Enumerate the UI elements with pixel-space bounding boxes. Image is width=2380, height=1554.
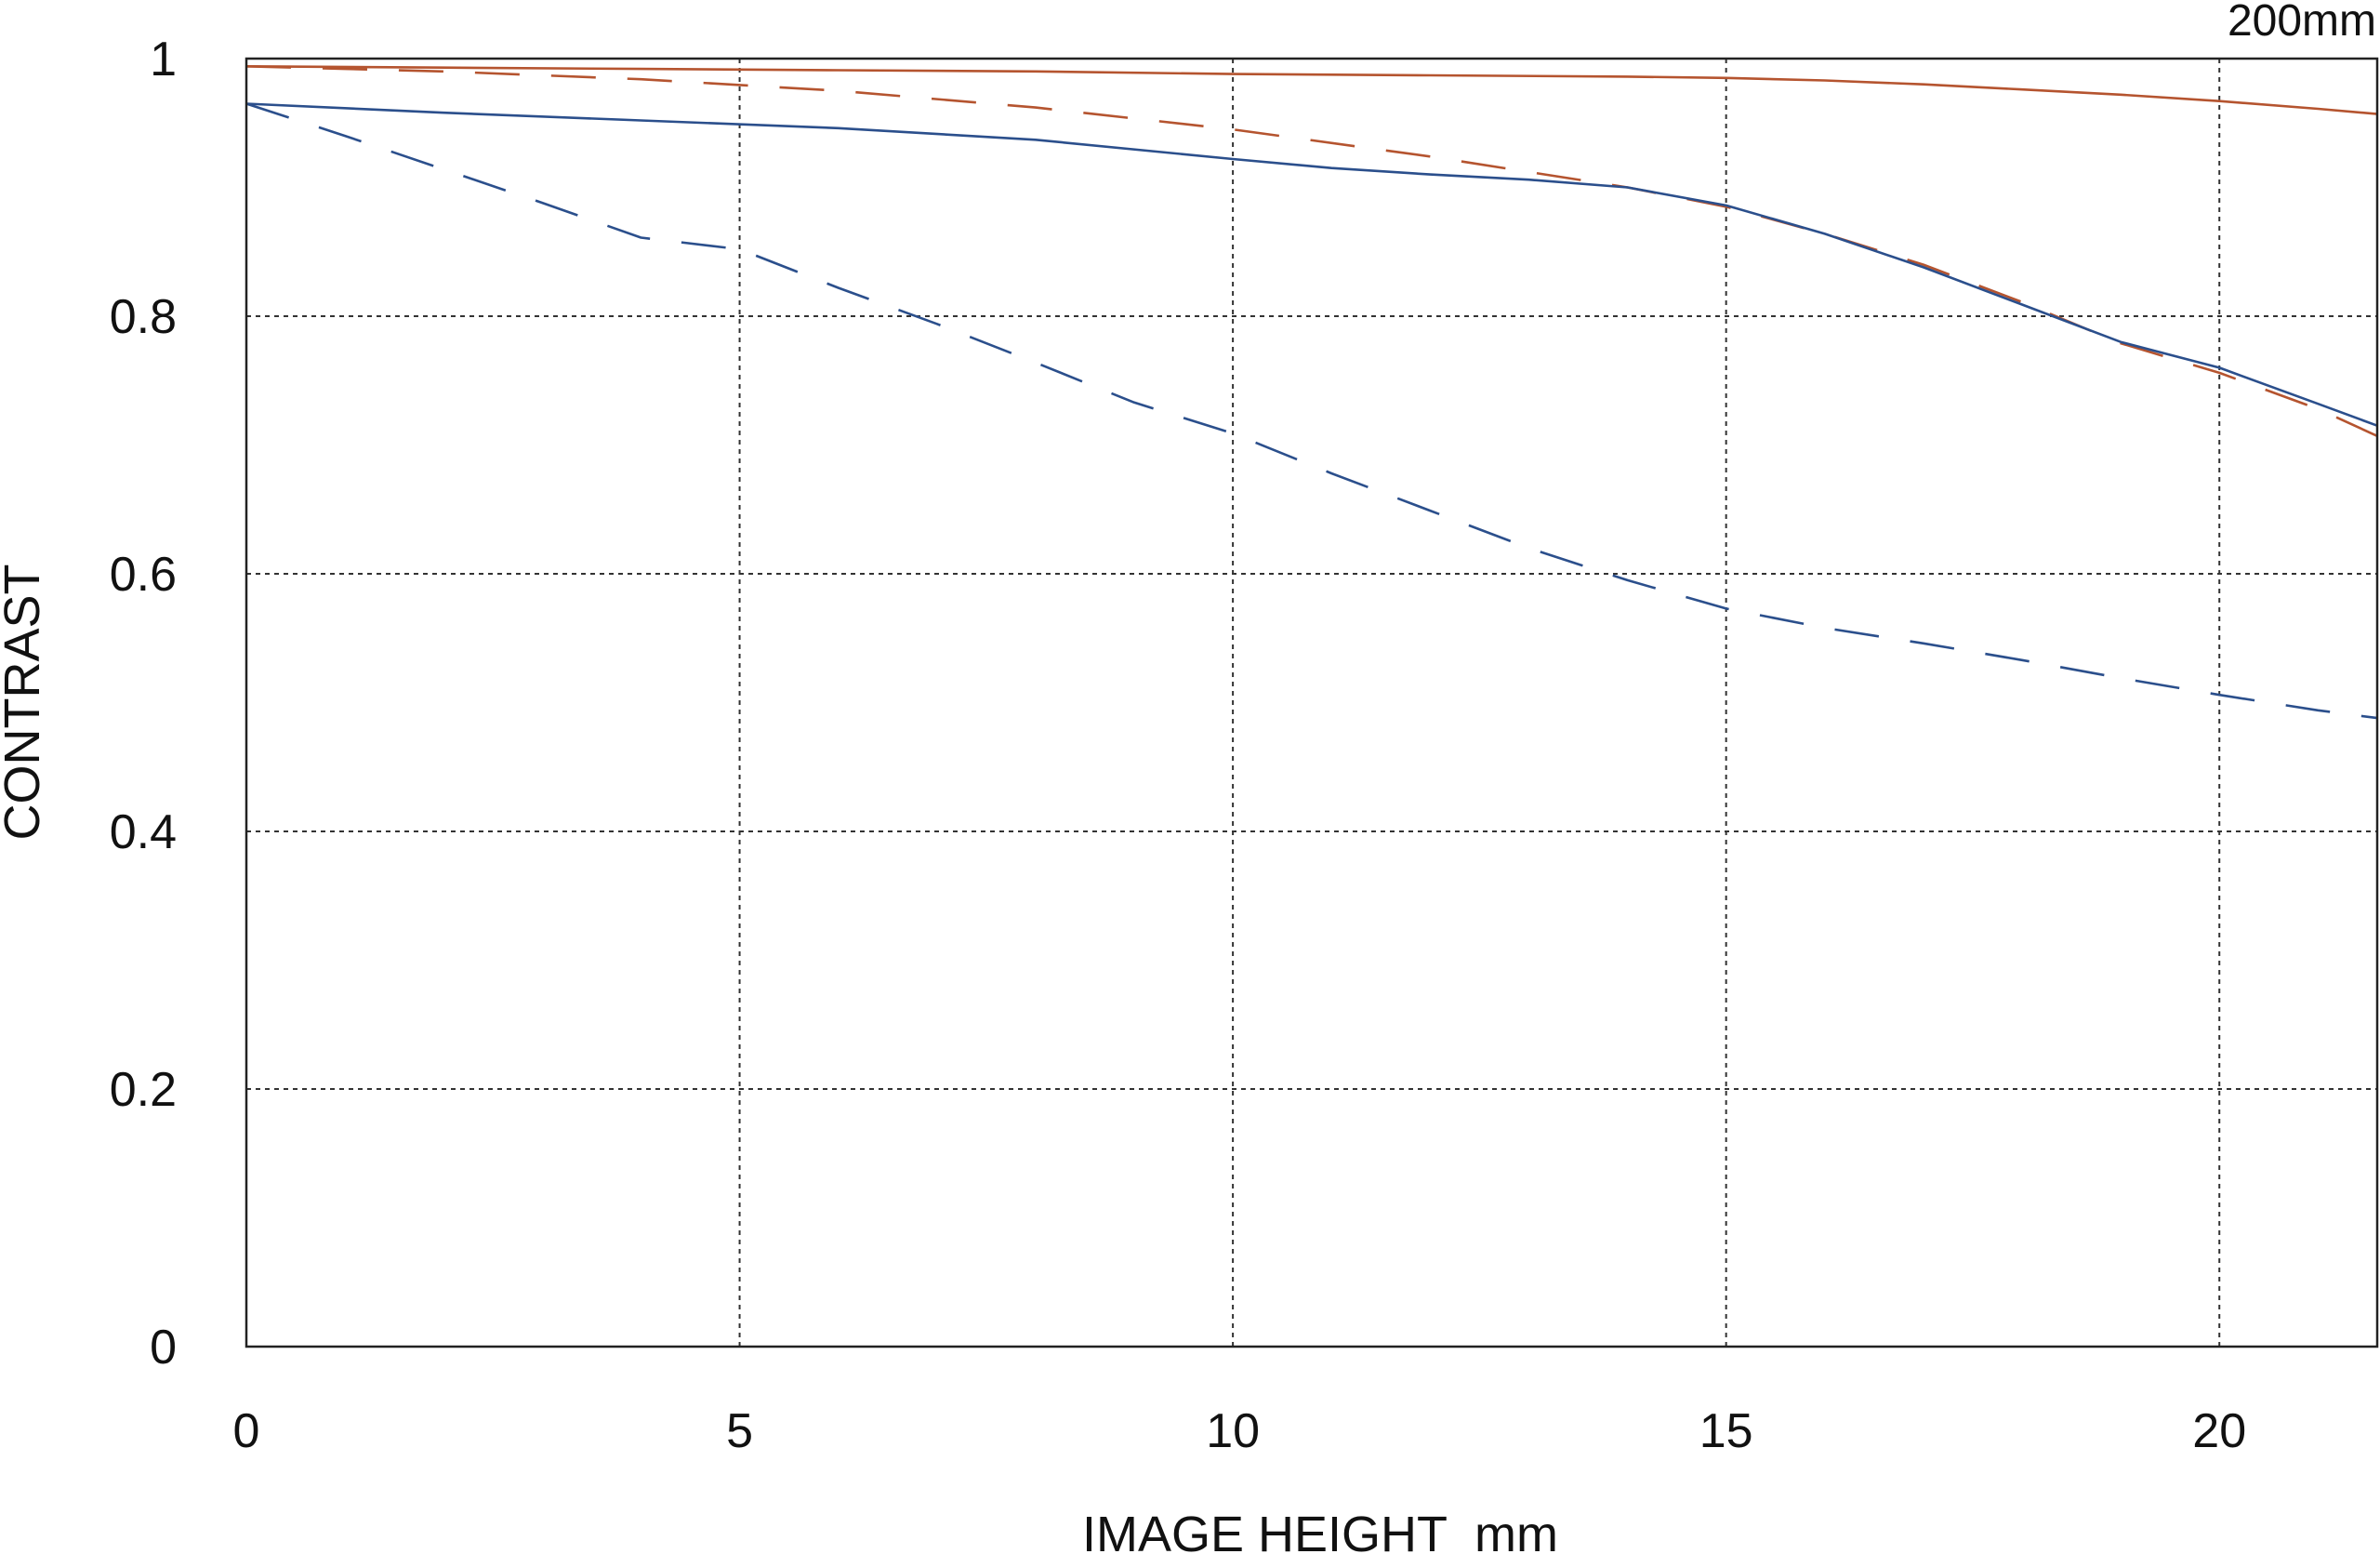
series-line-4 bbox=[245, 102, 2378, 720]
x-tick-label: 20 bbox=[2192, 1404, 2246, 1458]
y-tick-label: 0 bbox=[150, 1321, 177, 1375]
y-tick-label: 1 bbox=[150, 33, 177, 86]
y-tick-labels: 0 0.2 0.4 0.6 0.8 1 bbox=[110, 33, 177, 1375]
plot-frame bbox=[245, 57, 2379, 1348]
series-line-3 bbox=[245, 102, 2378, 427]
x-tick-label: 10 bbox=[1206, 1404, 1260, 1458]
series-line-2 bbox=[245, 65, 2378, 437]
series-line-1 bbox=[245, 65, 2378, 115]
grid-layer bbox=[246, 59, 2377, 1347]
y-axis-label: CONTRAST bbox=[0, 564, 50, 841]
y-tick-label: 0.8 bbox=[110, 290, 177, 344]
y-tick-label: 0.6 bbox=[110, 548, 177, 602]
x-tick-labels: 0 5 10 15 20 bbox=[233, 1404, 2247, 1458]
x-axis-label: IMAGE HEIGHT mm bbox=[1082, 1507, 1558, 1554]
series-layer bbox=[245, 65, 2378, 720]
x-tick-label: 5 bbox=[726, 1404, 753, 1458]
x-tick-label: 0 bbox=[233, 1404, 260, 1458]
chart-title: 200mm bbox=[2228, 0, 2376, 46]
x-tick-label: 15 bbox=[1699, 1404, 1753, 1458]
y-tick-label: 0.2 bbox=[110, 1063, 177, 1117]
y-tick-label: 0.4 bbox=[110, 805, 177, 859]
